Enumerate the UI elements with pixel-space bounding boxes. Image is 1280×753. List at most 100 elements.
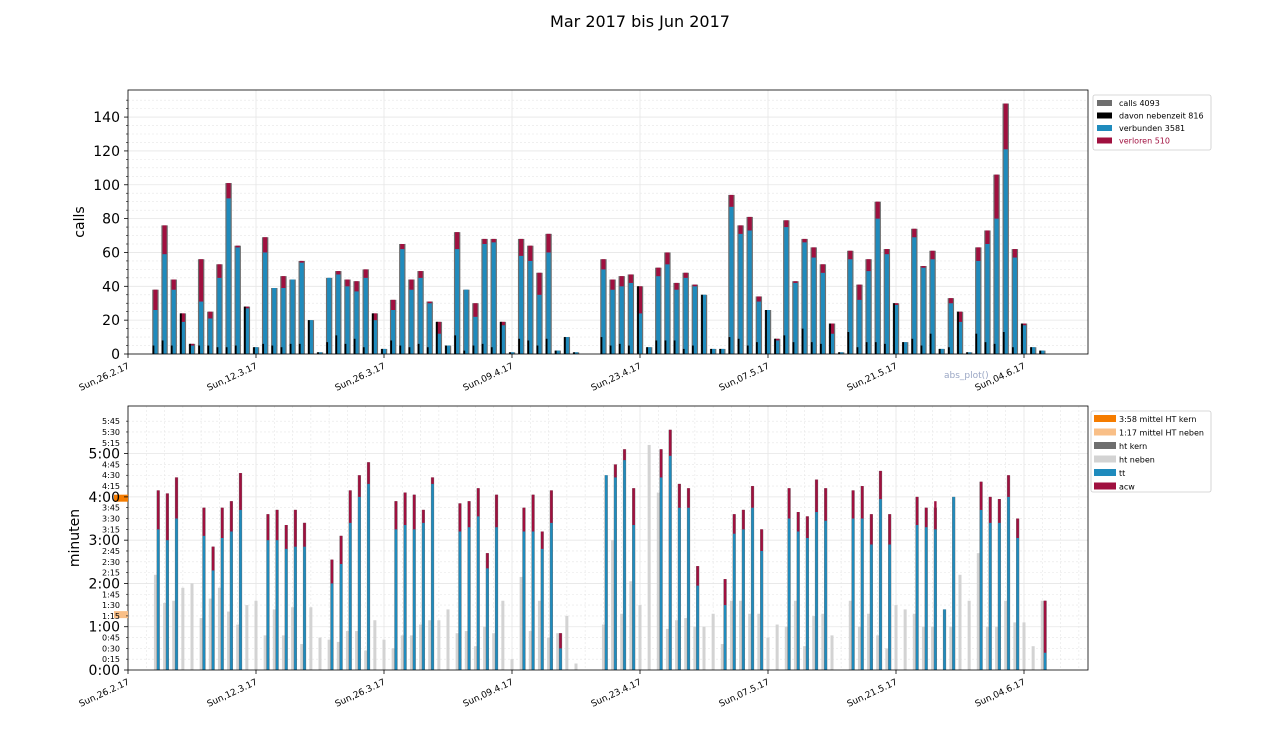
tt-bar [358, 496, 361, 670]
acw-bar [303, 522, 306, 547]
x-tick-label: Sun,21.5.17 [846, 678, 899, 710]
verbunden-bar [482, 244, 487, 354]
ht-neben-bar [775, 624, 779, 670]
nebenzeit-bar [637, 286, 639, 354]
y-minor-tick-label: 3:45 [102, 504, 120, 513]
verbunden-bar [244, 308, 249, 354]
plot-frame [127, 89, 1089, 355]
nebenzeit-bar [609, 345, 612, 354]
ht-neben-bar [638, 605, 642, 670]
y-tick-label: 0:00 [89, 663, 120, 679]
acw-bar [175, 477, 178, 519]
nebenzeit-bar [856, 347, 859, 354]
nebenzeit-bar [701, 294, 703, 354]
ht-neben-bar [272, 609, 276, 670]
verbunden-bar [793, 282, 798, 354]
y-tick-label: 120 [93, 144, 120, 160]
nebenzeit-bar [371, 313, 374, 354]
acw-bar [614, 464, 617, 478]
acw-bar [394, 501, 398, 530]
tt-bar [1007, 496, 1010, 670]
acw-bar [531, 494, 535, 532]
verloren-bar [199, 259, 204, 302]
tt-bar [979, 509, 983, 670]
y-minor-tick-label: 3:15 [102, 525, 120, 534]
tt-bar [486, 568, 489, 670]
legend-swatch [1094, 442, 1116, 449]
verbunden-bar [555, 350, 560, 354]
legend-swatch [1094, 428, 1116, 436]
x-tick-label: Sun,23.4.17 [590, 678, 643, 710]
acw-bar [495, 494, 498, 528]
verbunden-bar [939, 348, 944, 354]
legend-frame [1092, 94, 1212, 151]
ht-neben-bar [766, 637, 770, 670]
nebenzeit-bar [198, 345, 201, 354]
verbunden-bar [519, 255, 524, 354]
watermark-label: abs_plot() [944, 371, 989, 381]
nebenzeit-bar [152, 345, 155, 354]
ht-neben-bar [949, 626, 953, 670]
verbunden-bar [665, 264, 670, 354]
ht-neben-bar [537, 600, 541, 670]
verbunden-bar [464, 289, 469, 354]
acw-bar [1016, 518, 1019, 538]
x-tick-label: Sun,23.4.17 [590, 362, 643, 394]
ht-neben-bar [985, 626, 989, 670]
verbunden-bar [500, 325, 505, 354]
tt-bar [723, 605, 727, 670]
nebenzeit-bar [902, 342, 905, 354]
nebenzeit-bar [454, 335, 457, 354]
verloren-bar [1021, 323, 1027, 326]
ht-neben-bar [976, 553, 980, 670]
verbunden-bar [189, 345, 195, 354]
verbunden-bar [701, 294, 707, 354]
nebenzeit-bar [993, 343, 996, 354]
verbunden-bar [912, 237, 917, 354]
legend-swatch [1094, 469, 1116, 476]
tt-bar [797, 531, 800, 670]
nebenzeit-bar [746, 345, 749, 354]
nebenzeit-bar [737, 338, 740, 354]
verloren-bar [427, 301, 432, 304]
verloren-bar [756, 296, 761, 302]
tt-bar [1043, 652, 1047, 670]
ht-neben-bar [455, 633, 459, 670]
tt-bar [632, 525, 635, 670]
verbunden-bar [1040, 350, 1045, 354]
verbunden-bar [528, 260, 533, 354]
ht-neben-bar [1013, 622, 1017, 670]
acw-bar [467, 501, 471, 528]
verloren-bar [948, 298, 953, 304]
ht-neben-bar [355, 631, 359, 670]
verbunden-bar [546, 252, 551, 354]
nebenzeit-bar [966, 352, 969, 354]
verbunden-bar [884, 254, 889, 354]
tt-bar [550, 522, 553, 670]
tt-bar [559, 648, 562, 670]
verloren-bar [345, 279, 350, 287]
x-tick-label: Sun,26.3.17 [334, 362, 387, 394]
ht-neben-bar [812, 615, 816, 670]
tt-bar [221, 538, 224, 670]
verloren-bar [729, 194, 734, 207]
nebenzeit-bar [719, 348, 722, 354]
verbunden-bar [756, 301, 761, 354]
nebenzeit-bar [646, 347, 649, 354]
ht-neben-bar [1004, 600, 1008, 670]
x-tick-label: Sun,26.2.17 [78, 678, 131, 710]
tt-bar [787, 518, 791, 670]
nebenzeit-bar [691, 345, 694, 354]
verbunden-bar [537, 294, 542, 354]
ht-neben-bar [318, 637, 322, 670]
nebenzeit-bar [920, 345, 923, 354]
verbunden-bar [409, 289, 414, 354]
nebenzeit-bar [408, 347, 411, 354]
acw-bar [696, 566, 699, 586]
ht-neben-bar [419, 624, 423, 670]
tt-bar [733, 533, 736, 670]
tt-bar [623, 460, 626, 670]
nebenzeit-bar [518, 338, 521, 354]
nebenzeit-bar [673, 340, 676, 354]
tt-bar [495, 527, 498, 670]
